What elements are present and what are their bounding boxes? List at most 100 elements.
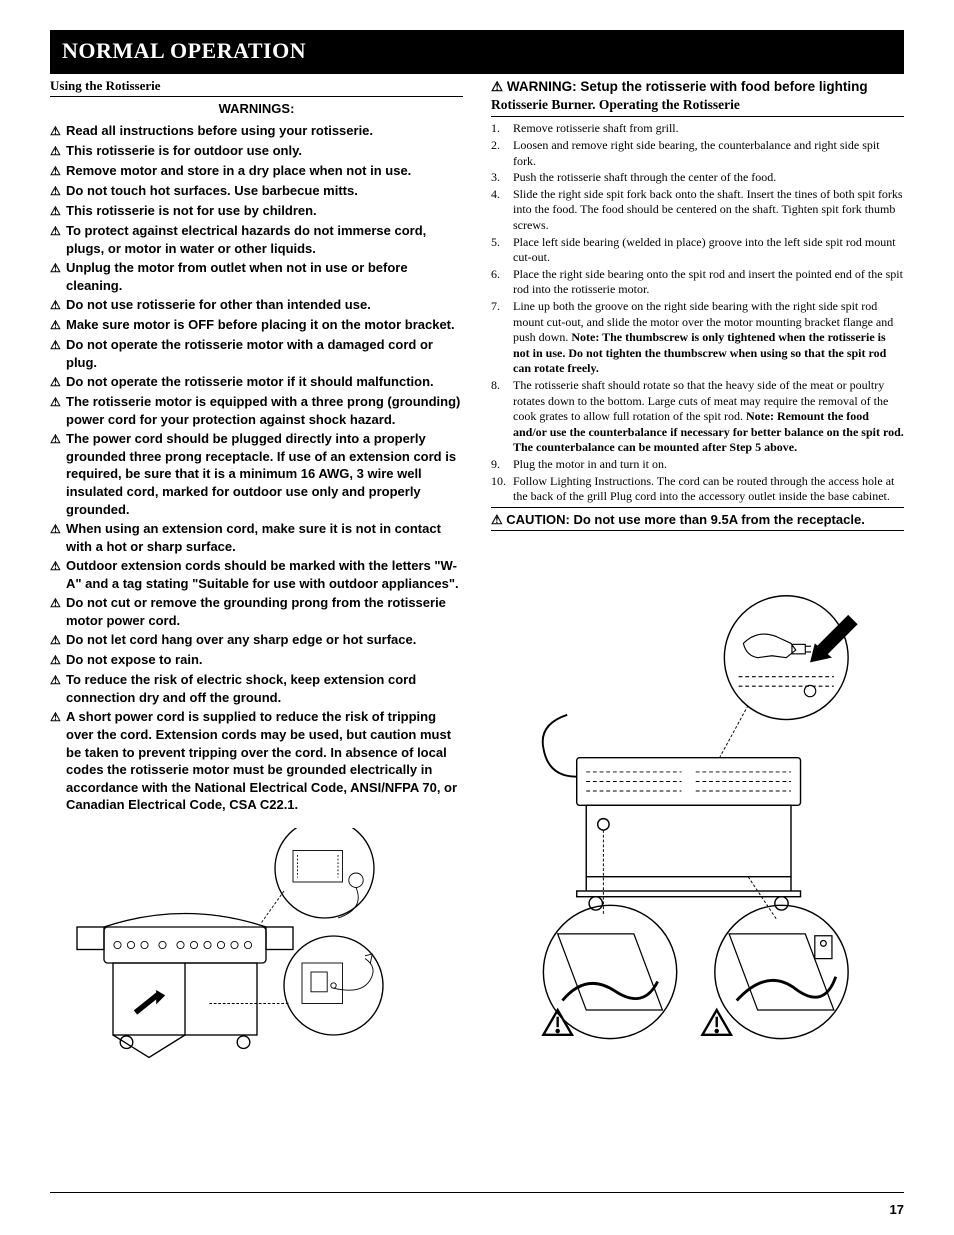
warning-text: Make sure motor is OFF before placing it… (66, 316, 463, 334)
right-column: ⚠ WARNING: Setup the rotisserie with foo… (491, 78, 904, 1062)
step-number: 2. (491, 138, 513, 169)
warning-triangle-icon: ⚠ (50, 373, 66, 391)
warning-text: A short power cord is supplied to reduce… (66, 708, 463, 813)
left-column: Using the Rotisserie WARNINGS: ⚠Read all… (50, 78, 463, 1062)
divider (491, 507, 904, 508)
step-text: Plug the motor in and turn it on. (513, 457, 904, 473)
step-text: Place left side bearing (welded in place… (513, 235, 904, 266)
warning-triangle-icon: ⚠ (50, 671, 66, 706)
warning-text: Remove motor and store in a dry place wh… (66, 162, 463, 180)
step-text: Push the rotisserie shaft through the ce… (513, 170, 904, 186)
warning-item: ⚠Do not cut or remove the grounding pron… (50, 594, 463, 629)
warning-triangle-icon: ⚠ (50, 316, 66, 334)
warning-triangle-icon: ⚠ (50, 142, 66, 160)
warning-triangle-icon: ⚠ (50, 259, 66, 294)
step-number: 7. (491, 299, 513, 377)
warning-triangle-icon: ⚠ (50, 430, 66, 518)
step-text: The rotisserie shaft should rotate so th… (513, 378, 904, 456)
divider (491, 116, 904, 117)
warning-text: The rotisserie motor is equipped with a … (66, 393, 463, 428)
step-item: 2.Loosen and remove right side bearing, … (491, 138, 904, 169)
warning-text: Do not operate the rotisserie motor if i… (66, 373, 463, 391)
step-text: Remove rotisserie shaft from grill. (513, 121, 904, 137)
warning-item: ⚠Read all instructions before using your… (50, 122, 463, 140)
step-text: Follow Lighting Instructions. The cord c… (513, 474, 904, 505)
step-text: Loosen and remove right side bearing, th… (513, 138, 904, 169)
warning-item: ⚠Do not touch hot surfaces. Use barbecue… (50, 182, 463, 200)
warning-triangle-icon: ⚠ (50, 122, 66, 140)
step-number: 5. (491, 235, 513, 266)
warning-text: When using an extension cord, make sure … (66, 520, 463, 555)
left-figure (50, 828, 463, 1062)
step-item: 9.Plug the motor in and turn it on. (491, 457, 904, 473)
page-number: 17 (890, 1202, 904, 1217)
step-item: 6.Place the right side bearing onto the … (491, 267, 904, 298)
warning-triangle-icon: ⚠ (50, 222, 66, 257)
warning-item: ⚠The power cord should be plugged direct… (50, 430, 463, 518)
warning-text: To reduce the risk of electric shock, ke… (66, 671, 463, 706)
grill-diagram-left (50, 828, 410, 1062)
warning-text: This rotisserie is not for use by childr… (66, 202, 463, 220)
warning-text: Do not touch hot surfaces. Use barbecue … (66, 182, 463, 200)
step-number: 9. (491, 457, 513, 473)
divider (491, 530, 904, 531)
warning-item: ⚠Do not expose to rain. (50, 651, 463, 669)
warning-triangle-icon: ⚠ (50, 594, 66, 629)
step-item: 4.Slide the right side spit fork back on… (491, 187, 904, 234)
warning-text: Do not operate the rotisserie motor with… (66, 336, 463, 371)
warning-triangle-icon: ⚠ (50, 393, 66, 428)
warning-item: ⚠To reduce the risk of electric shock, k… (50, 671, 463, 706)
step-item: 3.Push the rotisserie shaft through the … (491, 170, 904, 186)
step-number: 6. (491, 267, 513, 298)
warning-text: Do not expose to rain. (66, 651, 463, 669)
right-warn-line1: WARNING: Setup the rotisserie with food … (507, 79, 868, 94)
warning-text: Unplug the motor from outlet when not in… (66, 259, 463, 294)
warning-item: ⚠Do not let cord hang over any sharp edg… (50, 631, 463, 649)
divider (50, 96, 463, 97)
warning-triangle-icon: ⚠ (491, 79, 507, 94)
step-number: 10. (491, 474, 513, 505)
step-text: Line up both the groove on the right sid… (513, 299, 904, 377)
page-title: NORMAL OPERATION (62, 38, 892, 64)
step-number: 1. (491, 121, 513, 137)
grill-diagram-right (491, 591, 891, 1048)
warning-item: ⚠Do not operate the rotisserie motor wit… (50, 336, 463, 371)
warning-text: This rotisserie is for outdoor use only. (66, 142, 463, 160)
warning-triangle-icon: ⚠ (50, 162, 66, 180)
warning-item: ⚠To protect against electrical hazards d… (50, 222, 463, 257)
warning-text: To protect against electrical hazards do… (66, 222, 463, 257)
warning-triangle-icon: ⚠ (50, 296, 66, 314)
warning-item: ⚠This rotisserie is not for use by child… (50, 202, 463, 220)
section-title: Using the Rotisserie (50, 78, 463, 94)
warning-item: ⚠Remove motor and store in a dry place w… (50, 162, 463, 180)
warning-item: ⚠Outdoor extension cords should be marke… (50, 557, 463, 592)
warning-triangle-icon: ⚠ (491, 512, 506, 527)
warning-item: ⚠When using an extension cord, make sure… (50, 520, 463, 555)
caution-text: CAUTION: Do not use more than 9.5A from … (506, 512, 865, 527)
warning-triangle-icon: ⚠ (50, 708, 66, 813)
right-warn-line2: Rotisserie Burner. Operating the Rotisse… (491, 97, 740, 112)
step-text: Slide the right side spit fork back onto… (513, 187, 904, 234)
step-note-bold: Note: Remount the food and/or use the co… (513, 409, 904, 454)
caution-line: ⚠ CAUTION: Do not use more than 9.5A fro… (491, 512, 904, 528)
step-item: 5.Place left side bearing (welded in pla… (491, 235, 904, 266)
step-item: 1.Remove rotisserie shaft from grill. (491, 121, 904, 137)
step-text: Place the right side bearing onto the sp… (513, 267, 904, 298)
step-number: 4. (491, 187, 513, 234)
warning-triangle-icon: ⚠ (50, 631, 66, 649)
warning-text: Do not let cord hang over any sharp edge… (66, 631, 463, 649)
warning-triangle-icon: ⚠ (50, 182, 66, 200)
warnings-list: ⚠Read all instructions before using your… (50, 122, 463, 814)
warning-triangle-icon: ⚠ (50, 520, 66, 555)
warning-item: ⚠Unplug the motor from outlet when not i… (50, 259, 463, 294)
step-number: 3. (491, 170, 513, 186)
right-figure (491, 591, 904, 1048)
warning-item: ⚠The rotisserie motor is equipped with a… (50, 393, 463, 428)
header-bar: NORMAL OPERATION (50, 30, 904, 74)
step-item: 8.The rotisserie shaft should rotate so … (491, 378, 904, 456)
step-item: 10.Follow Lighting Instructions. The cor… (491, 474, 904, 505)
warning-triangle-icon: ⚠ (50, 336, 66, 371)
warning-text: Read all instructions before using your … (66, 122, 463, 140)
warning-triangle-icon: ⚠ (50, 651, 66, 669)
warning-item: ⚠Do not use rotisserie for other than in… (50, 296, 463, 314)
